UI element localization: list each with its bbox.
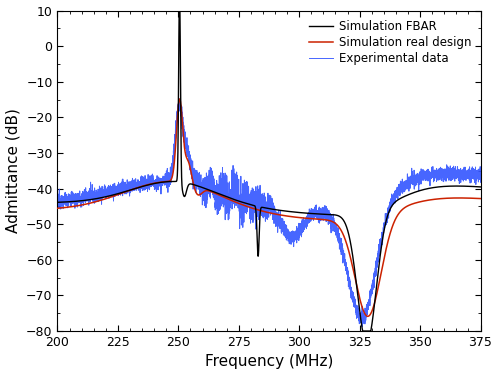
Simulation real design [177, 97, 183, 101]
Experimental data [402, 180, 408, 184]
Simulation real design [330, 219, 336, 224]
Line: Simulation FBAR: Simulation FBAR [57, 10, 481, 331]
Experimental data [308, 206, 314, 211]
Simulation real design [54, 206, 60, 210]
Simulation FBAR [54, 200, 60, 204]
Simulation FBAR [308, 211, 314, 216]
Experimental data [216, 194, 222, 198]
Simulation FBAR [131, 186, 137, 191]
X-axis label: Frequency (MHz): Frequency (MHz) [205, 354, 333, 369]
Line: Experimental data: Experimental data [57, 99, 481, 327]
Experimental data [478, 180, 484, 184]
Experimental data [54, 199, 60, 204]
Simulation FBAR [360, 329, 366, 333]
Simulation real design [131, 186, 137, 191]
Simulation real design [371, 305, 376, 310]
Simulation real design [216, 193, 222, 197]
Simulation FBAR [216, 192, 222, 196]
Experimental data [176, 97, 182, 101]
Experimental data [371, 277, 376, 281]
Simulation real design [478, 196, 484, 201]
Simulation FBAR [478, 184, 484, 189]
Simulation real design [402, 205, 408, 209]
Experimental data [359, 324, 365, 329]
Legend: Simulation FBAR, Simulation real design, Experimental data: Simulation FBAR, Simulation real design,… [305, 16, 475, 69]
Simulation FBAR [402, 194, 408, 198]
Simulation real design [308, 216, 314, 221]
Y-axis label: Admittance (dB): Admittance (dB) [5, 108, 20, 233]
Line: Simulation real design: Simulation real design [57, 99, 481, 316]
Experimental data [330, 220, 336, 225]
Simulation FBAR [330, 212, 336, 217]
Simulation real design [365, 314, 371, 319]
Experimental data [131, 188, 137, 193]
Simulation FBAR [371, 312, 376, 316]
Simulation FBAR [176, 8, 182, 13]
